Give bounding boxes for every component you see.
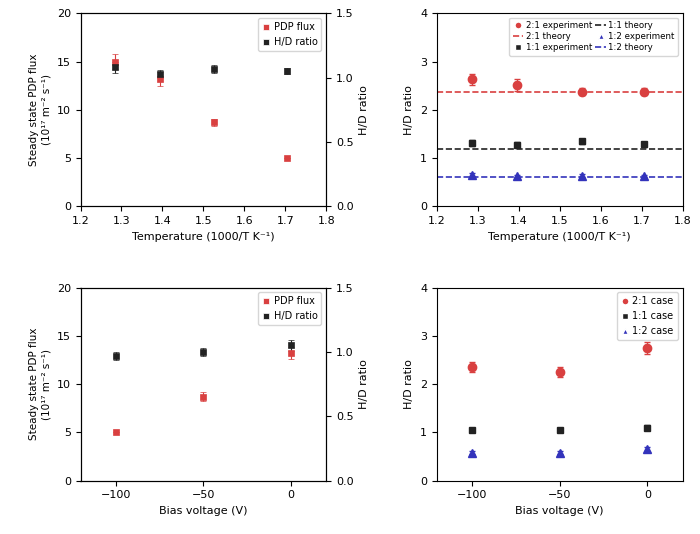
Y-axis label: H/D ratio: H/D ratio [405, 359, 414, 409]
Y-axis label: Steady state PDP flux
(10¹⁷ m⁻² s⁻¹): Steady state PDP flux (10¹⁷ m⁻² s⁻¹) [29, 328, 51, 441]
X-axis label: Temperature (1000/T K⁻¹): Temperature (1000/T K⁻¹) [132, 232, 274, 242]
Y-axis label: Steady state PDP flux
(10¹⁷ m⁻² s⁻¹): Steady state PDP flux (10¹⁷ m⁻² s⁻¹) [29, 53, 51, 166]
X-axis label: Bias voltage (V): Bias voltage (V) [515, 506, 604, 516]
X-axis label: Bias voltage (V): Bias voltage (V) [159, 506, 248, 516]
X-axis label: Temperature (1000/T K⁻¹): Temperature (1000/T K⁻¹) [489, 232, 631, 242]
Y-axis label: H/D ratio: H/D ratio [359, 359, 369, 409]
Legend: 2:1 case, 1:1 case, 1:2 case: 2:1 case, 1:1 case, 1:2 case [617, 293, 678, 340]
Y-axis label: H/D ratio: H/D ratio [359, 85, 369, 135]
Legend: 2:1 experiment, 2:1 theory, 1:1 experiment, 1:1 theory, 1:2 experiment, 1:2 theo: 2:1 experiment, 2:1 theory, 1:1 experime… [510, 18, 678, 56]
Y-axis label: H/D ratio: H/D ratio [405, 85, 414, 135]
Legend: PDP flux, H/D ratio: PDP flux, H/D ratio [258, 18, 321, 51]
Legend: PDP flux, H/D ratio: PDP flux, H/D ratio [258, 293, 321, 325]
